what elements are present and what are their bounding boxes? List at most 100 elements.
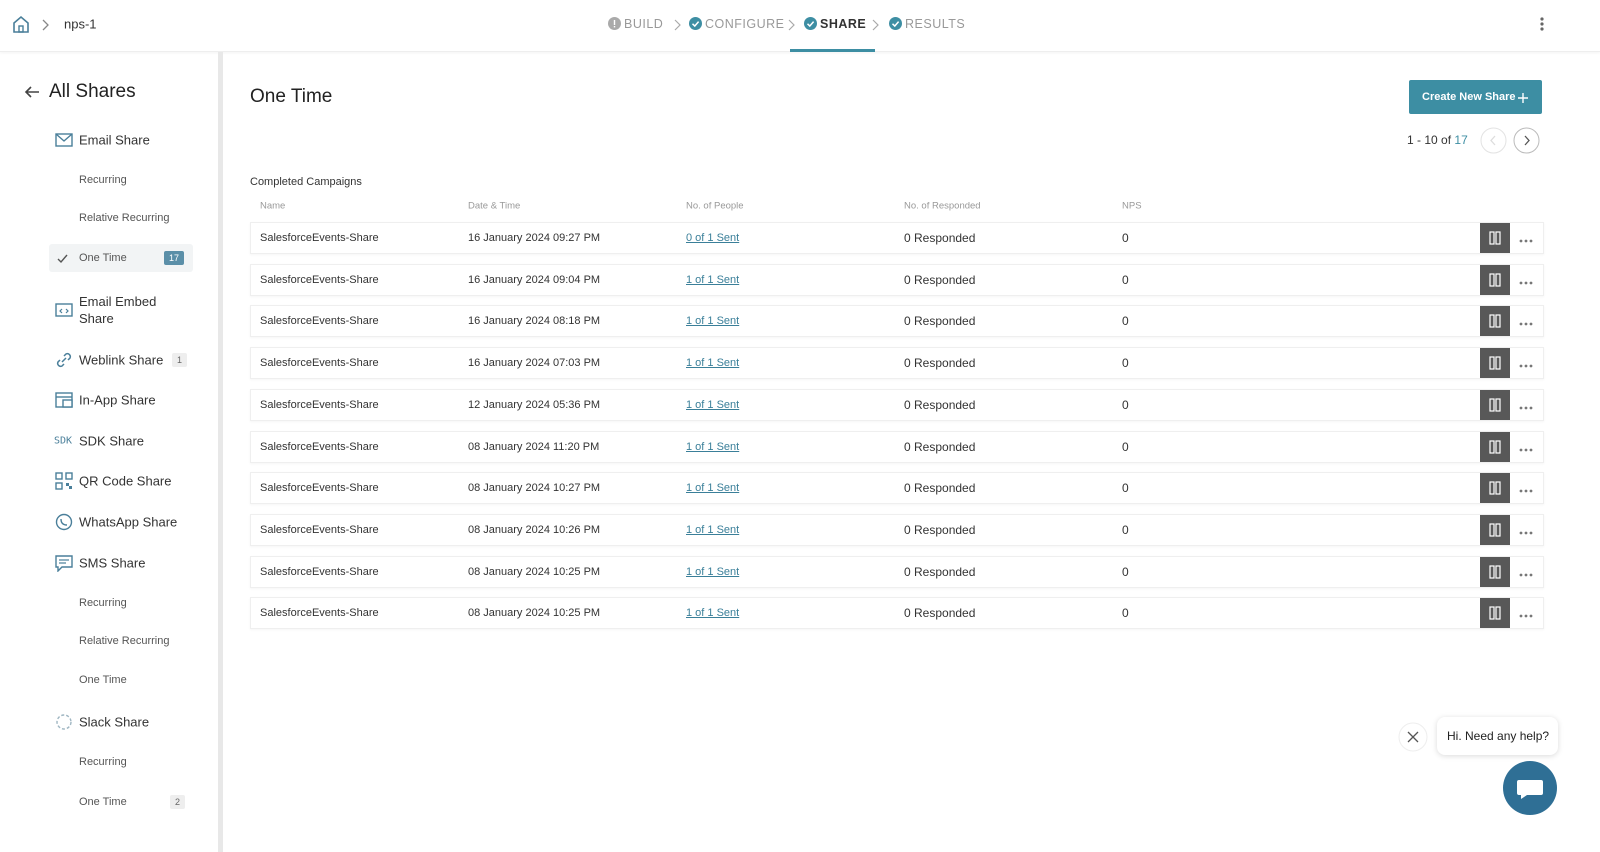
create-share-button[interactable]: Create New Share [1409,80,1542,114]
step-icon [804,17,817,30]
next-page[interactable] [1513,127,1540,154]
row-action-button[interactable] [1480,306,1510,337]
step-chevron [870,18,880,31]
row-more-menu-svg [1519,614,1533,618]
row-more-menu-svg [1519,281,1533,285]
back-arrow[interactable] [23,84,41,100]
sent-link[interactable]: 1 of 1 Sent [686,315,740,328]
row-more-menu-svg [1519,239,1533,243]
share-type[interactable]: WhatsApp Share [79,514,178,530]
kebab-menu[interactable] [1538,15,1546,33]
share-sub-item[interactable]: One Time [79,252,127,264]
share-sub-item[interactable]: Relative Recurring [79,635,170,647]
share-icon [55,301,73,319]
table-cell: 0 [1122,522,1129,537]
share-icon-svg [55,472,73,490]
row-action-button[interactable] [1480,431,1510,462]
share-type[interactable]: Email Embed Share [79,294,157,326]
step-chevron-svg [872,19,879,31]
row-action-button[interactable] [1480,348,1510,379]
column-header: Name [260,200,286,212]
share-type[interactable]: Slack Share [79,714,150,730]
row-action-button-svg [1480,514,1510,545]
share-sub-item[interactable]: Relative Recurring [79,212,170,224]
step-icon-svg [889,17,902,30]
sent-link[interactable]: 1 of 1 Sent [686,440,740,453]
page-title: One Time [250,86,333,107]
row-more-menu[interactable] [1518,567,1534,577]
page-range: 1 - 10 [1407,133,1438,147]
table-cell: SalesforceEvents-Share [260,232,379,244]
share-sub-item[interactable]: Recurring [79,756,127,768]
share-type[interactable]: Email Share [79,132,150,148]
share-sub-item[interactable]: One Time [79,674,127,686]
row-action-button[interactable] [1480,223,1510,253]
step-label[interactable]: RESULTS [905,17,966,31]
share-type[interactable]: In-App Share [79,392,156,408]
share-icon [55,472,73,490]
check-icon-svg [57,254,68,264]
row-action-button[interactable] [1480,473,1510,504]
row-action-button-svg [1480,473,1510,504]
sent-link[interactable]: 1 of 1 Sent [686,607,740,620]
step-label[interactable]: SHARE [820,17,867,31]
share-icon [55,713,73,731]
table-cell: SalesforceEvents-Share [260,398,379,411]
share-sub-item[interactable]: Recurring [79,174,127,186]
prev-page[interactable] [1480,127,1507,154]
share-sub-item[interactable]: Recurring [79,597,127,609]
row-action-button[interactable] [1480,389,1510,420]
table-cell: SalesforceEvents-Share [260,607,379,620]
row-action-button[interactable] [1480,556,1510,587]
row-more-menu[interactable] [1518,483,1534,493]
row-more-menu[interactable] [1518,525,1534,535]
back-arrow-svg [24,86,39,98]
check-icon [56,252,69,264]
row-action-button[interactable] [1480,514,1510,545]
row-action-button-svg [1480,598,1510,629]
table-cell: 16 January 2024 07:03 PM [468,357,601,370]
row-action-button-svg [1480,306,1510,337]
table-cell: SalesforceEvents-Share [260,482,379,495]
step-label[interactable]: CONFIGURE [705,17,785,31]
step-label[interactable]: BUILD [624,17,664,31]
row-action-button-svg [1480,223,1510,253]
share-type[interactable]: Weblink Share [79,352,164,368]
pagination-text: 1 - 10 of 17 [1407,133,1468,147]
sent-link[interactable]: 1 of 1 Sent [686,357,740,370]
row-more-menu[interactable] [1518,358,1534,368]
table-cell: 0 [1122,272,1129,287]
row-more-menu[interactable] [1518,400,1534,410]
share-icon-svg [55,513,73,531]
sent-link[interactable]: 1 of 1 Sent [686,523,740,536]
table-row [250,263,1544,296]
row-action-button[interactable] [1480,598,1510,629]
chat-launcher[interactable] [1502,760,1558,816]
step-icon [889,17,902,30]
row-more-menu[interactable] [1518,608,1534,618]
row-more-menu[interactable] [1518,233,1534,243]
sent-link[interactable]: 1 of 1 Sent [686,565,740,578]
chat-close[interactable] [1398,722,1428,752]
home-icon[interactable] [11,14,31,34]
row-more-menu[interactable] [1518,275,1534,285]
button-label: Create New Share [1422,91,1516,103]
sent-link[interactable]: 1 of 1 Sent [686,482,740,495]
sent-link[interactable]: 0 of 1 Sent [686,232,740,244]
row-more-menu[interactable] [1518,316,1534,326]
table-row [250,388,1544,421]
share-type[interactable]: SMS Share [79,555,146,571]
sidebar-title: All Shares [49,81,136,102]
table-cell: 16 January 2024 08:18 PM [468,315,601,328]
share-type[interactable]: SDK Share [79,433,145,449]
share-sub-item[interactable]: One Time [79,796,127,808]
sent-link[interactable]: 1 of 1 Sent [686,273,740,286]
share-type[interactable]: QR Code Share [79,473,172,489]
table-cell: SalesforceEvents-Share [260,565,379,578]
chat-bubble[interactable]: Hi. Need any help? [1437,717,1558,755]
step-chevron-svg [674,19,681,31]
sent-link[interactable]: 1 of 1 Sent [686,398,740,411]
share-icon [55,351,73,369]
row-action-button[interactable] [1480,264,1510,295]
row-more-menu[interactable] [1518,442,1534,452]
